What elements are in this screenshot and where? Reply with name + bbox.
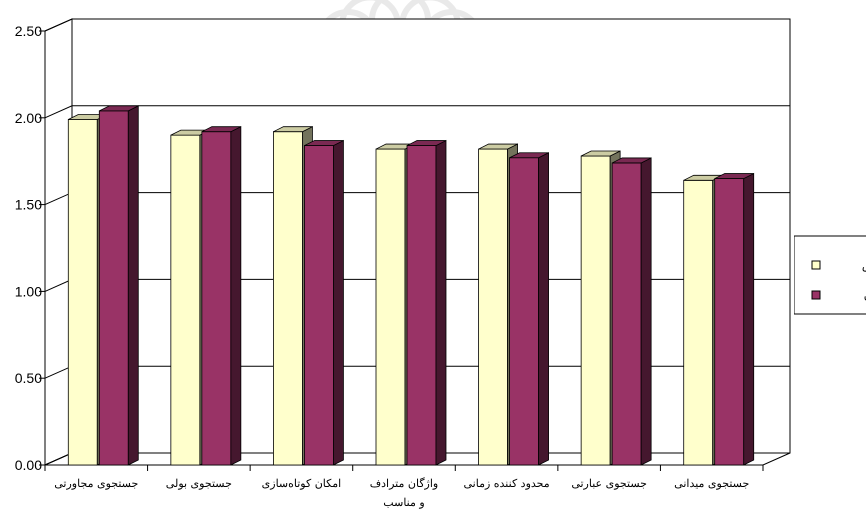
bar (98, 105, 139, 466)
x-tick-label: واژگان مترادف (370, 477, 438, 490)
x-tick-label: محدود کننده زمانی (463, 477, 549, 490)
x-tick-label: جستجوی بولی (166, 477, 232, 490)
y-tick-label: 0.00 (15, 457, 42, 473)
bar (406, 139, 447, 466)
bar (201, 126, 242, 466)
legend-label: رفسنجان (864, 289, 866, 302)
y-tick-label: 1.50 (15, 197, 42, 213)
y-tick-label: 2.00 (15, 110, 42, 126)
gridline (44, 18, 790, 32)
y-tick-label: 0.50 (15, 370, 42, 386)
x-tick-label: جستجوی میدانی (674, 477, 749, 490)
x-tick-label: و مناسب (383, 496, 424, 509)
y-axis: 0.00 0.50 1.00 1.50 2.00 2.50 (15, 23, 46, 473)
bar (509, 152, 549, 466)
legend-swatch (811, 260, 821, 270)
legend-box (794, 235, 866, 315)
bar (714, 172, 755, 466)
y-tick-label: 1.00 (15, 283, 42, 299)
bar (304, 139, 344, 466)
x-axis: جستجوی مجاورتی جستجوی بولی امکان کوتاه‌ساز… (44, 464, 764, 509)
legend-label: بندرعباس (862, 259, 866, 272)
legend: بندرعباس رفسنجان (794, 235, 866, 315)
bars (67, 105, 755, 466)
x-tick-label: جستجوی مجاورتی (54, 477, 138, 490)
y-tick-label: 2.50 (15, 23, 42, 39)
x-tick-label: امکان کوتاه‌سازی (262, 477, 342, 490)
legend-swatch (811, 290, 821, 300)
bar (611, 157, 652, 466)
gridline (44, 105, 790, 119)
x-tick-label: جستجوی عبارتی (571, 477, 647, 490)
